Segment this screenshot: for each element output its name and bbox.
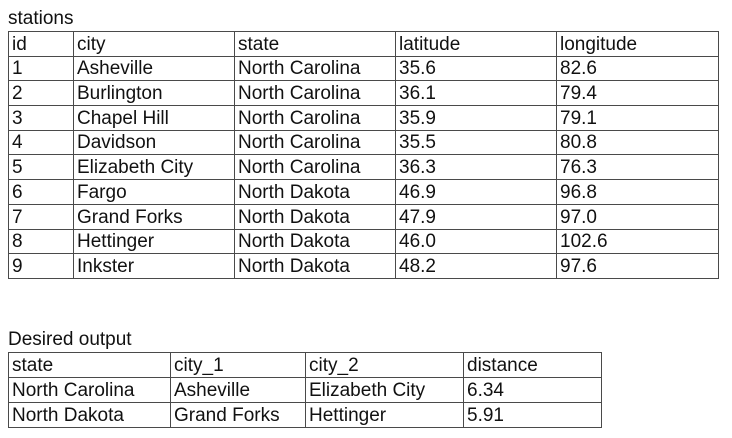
cell-city: Fargo [73, 179, 235, 205]
table-row: North Carolina Asheville Elizabeth City … [8, 377, 602, 403]
cell-city: Hettinger [73, 228, 235, 255]
cell-state: North Dakota [8, 402, 171, 428]
column-header-latitude: latitude [395, 31, 557, 57]
table-row: 9 Inkster North Dakota 48.2 97.6 [8, 253, 719, 279]
cell-state: North Carolina [234, 80, 396, 107]
cell-id: 4 [8, 129, 74, 156]
cell-state: North Carolina [234, 55, 396, 82]
cell-state: North Carolina [234, 154, 396, 181]
cell-longitude: 82.6 [556, 55, 719, 82]
cell-longitude: 80.8 [556, 129, 719, 156]
cell-longitude: 79.4 [556, 80, 719, 107]
cell-distance: 6.34 [463, 377, 602, 403]
cell-latitude: 48.2 [395, 253, 557, 279]
table-row: 2 Burlington North Carolina 36.1 79.4 [8, 80, 719, 107]
cell-id: 9 [8, 253, 74, 279]
cell-latitude: 46.9 [395, 179, 557, 205]
table-row: 6 Fargo North Dakota 46.9 96.8 [8, 179, 719, 205]
cell-city-2: Hettinger [305, 402, 464, 428]
cell-id: 5 [8, 154, 74, 181]
cell-city-1: Grand Forks [170, 402, 306, 428]
column-header-state: state [234, 31, 396, 57]
cell-id: 2 [8, 80, 74, 107]
cell-state: North Dakota [234, 179, 396, 205]
cell-state: North Dakota [234, 253, 396, 279]
stations-table: id city state latitude longitude 1 Ashev… [8, 31, 719, 279]
cell-state: North Dakota [234, 203, 396, 230]
cell-city: Grand Forks [73, 203, 235, 230]
desired-output-caption: Desired output [8, 329, 132, 350]
table-row: 1 Asheville North Carolina 35.6 82.6 [8, 55, 719, 82]
cell-state: North Carolina [234, 105, 396, 131]
cell-latitude: 35.6 [395, 55, 557, 82]
cell-latitude: 35.5 [395, 129, 557, 156]
table-header-row: state city_1 city_2 distance [8, 352, 602, 378]
cell-city-1: Asheville [170, 377, 306, 403]
column-header-longitude: longitude [556, 31, 719, 57]
column-header-city-2: city_2 [305, 352, 464, 378]
cell-latitude: 36.1 [395, 80, 557, 107]
column-header-city-1: city_1 [170, 352, 306, 378]
desired-output-table: state city_1 city_2 distance North Carol… [8, 352, 602, 428]
cell-city: Burlington [73, 80, 235, 107]
cell-city: Asheville [73, 55, 235, 82]
cell-id: 7 [8, 203, 74, 230]
table-row: 5 Elizabeth City North Carolina 36.3 76.… [8, 154, 719, 181]
cell-id: 6 [8, 179, 74, 205]
cell-city: Inkster [73, 253, 235, 279]
table-row: 3 Chapel Hill North Carolina 35.9 79.1 [8, 105, 719, 131]
table-row: North Dakota Grand Forks Hettinger 5.91 [8, 402, 602, 428]
cell-longitude: 96.8 [556, 179, 719, 205]
cell-id: 8 [8, 228, 74, 255]
cell-longitude: 97.6 [556, 253, 719, 279]
cell-city-2: Elizabeth City [305, 377, 464, 403]
cell-city: Chapel Hill [73, 105, 235, 131]
stations-table-caption: stations [8, 8, 74, 29]
cell-latitude: 47.9 [395, 203, 557, 230]
cell-city: Elizabeth City [73, 154, 235, 181]
column-header-state: state [8, 352, 171, 378]
table-row: 7 Grand Forks North Dakota 47.9 97.0 [8, 203, 719, 230]
table-row: 8 Hettinger North Dakota 46.0 102.6 [8, 228, 719, 255]
table-row: 4 Davidson North Carolina 35.5 80.8 [8, 129, 719, 156]
cell-longitude: 102.6 [556, 228, 719, 255]
cell-state: North Dakota [234, 228, 396, 255]
cell-latitude: 36.3 [395, 154, 557, 181]
cell-city: Davidson [73, 129, 235, 156]
cell-distance: 5.91 [463, 402, 602, 428]
cell-longitude: 79.1 [556, 105, 719, 131]
cell-latitude: 35.9 [395, 105, 557, 131]
cell-id: 3 [8, 105, 74, 131]
cell-longitude: 97.0 [556, 203, 719, 230]
cell-latitude: 46.0 [395, 228, 557, 255]
cell-state: North Carolina [234, 129, 396, 156]
column-header-id: id [8, 31, 74, 57]
cell-longitude: 76.3 [556, 154, 719, 181]
cell-state: North Carolina [8, 377, 171, 403]
cell-id: 1 [8, 55, 74, 82]
column-header-distance: distance [463, 352, 602, 378]
column-header-city: city [73, 31, 235, 57]
table-header-row: id city state latitude longitude [8, 31, 719, 57]
